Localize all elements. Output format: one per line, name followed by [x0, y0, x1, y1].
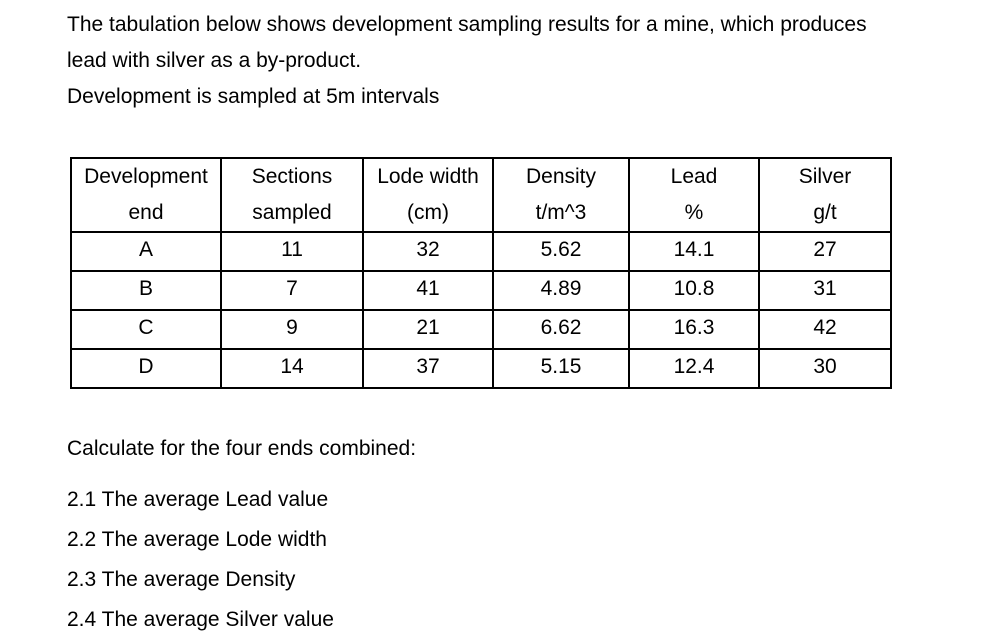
column-header-silver: Silver g/t	[758, 157, 892, 233]
table-cell: 7	[220, 270, 364, 311]
header-line: Silver	[798, 165, 852, 188]
column-header-sections-sampled: Sections sampled	[220, 157, 364, 233]
calculate-prompt: Calculate for the four ends combined:	[67, 437, 417, 460]
intro-paragraph: The tabulation below shows development s…	[67, 7, 867, 115]
table-cell: 31	[758, 270, 892, 311]
table-header-row: Development end Sections sampled Lode wi…	[70, 157, 892, 233]
table-cell: 37	[362, 348, 494, 389]
table-row-end-b: B 7 41 4.89 10.8 31	[70, 270, 892, 311]
header-line: %	[684, 201, 704, 224]
table-cell: D	[70, 348, 222, 389]
header-line: (cm)	[407, 201, 449, 224]
table-cell: 16.3	[628, 309, 760, 350]
table-row-end-d: D 14 37 5.15 12.4 30	[70, 348, 892, 389]
question-list: 2.1 The average Lead value 2.2 The avera…	[67, 480, 334, 640]
intro-line-2: lead with silver as a by-product.	[67, 49, 362, 72]
table-row-end-c: C 9 21 6.62 16.3 42	[70, 309, 892, 350]
header-line: Lead	[670, 165, 718, 188]
table-cell: 32	[362, 231, 494, 272]
table-cell: 4.89	[492, 270, 630, 311]
table-cell: 42	[758, 309, 892, 350]
table-cell: 10.8	[628, 270, 760, 311]
table-cell: 14.1	[628, 231, 760, 272]
header-line: Development	[84, 165, 208, 188]
table-cell: A	[70, 231, 222, 272]
header-line: g/t	[813, 201, 837, 224]
intro-line-1: The tabulation below shows development s…	[67, 13, 867, 36]
table-cell: 14	[220, 348, 364, 389]
question-item-2-1: 2.1 The average Lead value	[67, 488, 329, 511]
table-cell: 11	[220, 231, 364, 272]
table-row-end-a: A 11 32 5.62 14.1 27	[70, 231, 892, 272]
question-item-2-3: 2.3 The average Density	[67, 568, 296, 591]
intro-line-3: Development is sampled at 5m intervals	[67, 85, 440, 108]
header-line: sampled	[252, 201, 332, 224]
column-header-density: Density t/m^3	[492, 157, 630, 233]
header-line: Density	[525, 165, 597, 188]
table-cell: 27	[758, 231, 892, 272]
question-item-2-2: 2.2 The average Lode width	[67, 528, 327, 551]
table-cell: 12.4	[628, 348, 760, 389]
table-cell: 41	[362, 270, 494, 311]
sampling-results-table: Development end Sections sampled Lode wi…	[70, 157, 892, 389]
header-line: Sections	[251, 165, 333, 188]
header-line: Lode width	[377, 165, 479, 188]
table-cell: C	[70, 309, 222, 350]
column-header-lead: Lead %	[628, 157, 760, 233]
column-header-development-end: Development end	[70, 157, 222, 233]
table-cell: 30	[758, 348, 892, 389]
table-cell: 5.15	[492, 348, 630, 389]
header-line: end	[128, 201, 164, 224]
question-item-2-4: 2.4 The average Silver value	[67, 608, 334, 631]
column-header-lode-width: Lode width (cm)	[362, 157, 494, 233]
table-cell: 5.62	[492, 231, 630, 272]
table-cell: 6.62	[492, 309, 630, 350]
table-cell: B	[70, 270, 222, 311]
header-line: t/m^3	[535, 201, 587, 224]
table-cell: 9	[220, 309, 364, 350]
table-cell: 21	[362, 309, 494, 350]
